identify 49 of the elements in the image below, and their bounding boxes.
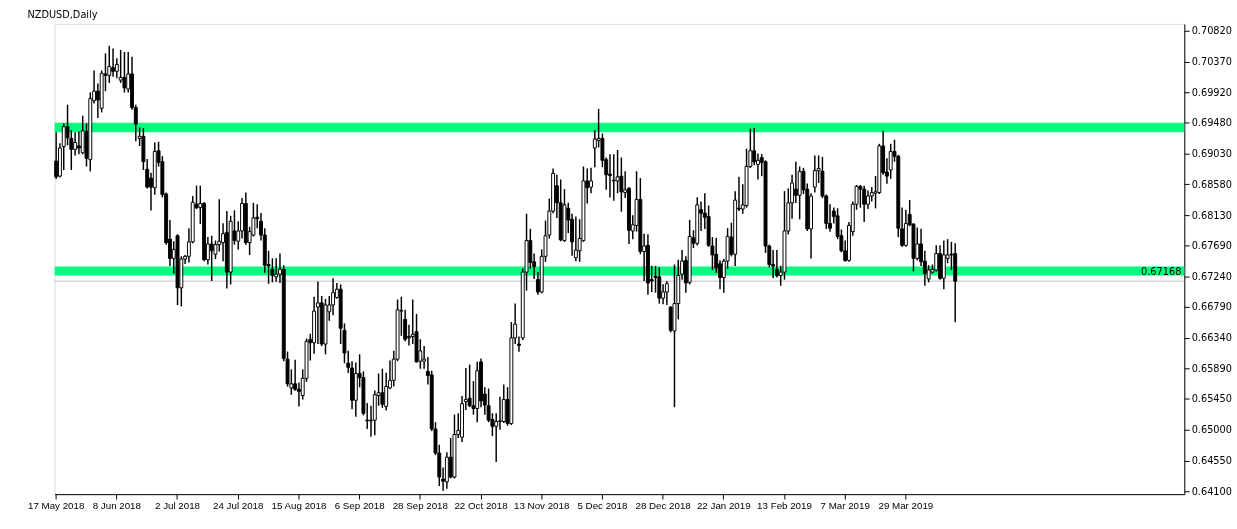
x-tick-label: 29 Mar 2019: [878, 500, 934, 512]
candlestick: [122, 52, 127, 93]
y-tick-label: 0.69920: [1191, 86, 1232, 98]
x-tick-label: 8 Jun 2018: [92, 500, 141, 512]
candlestick: [573, 216, 578, 262]
y-tick-label: 0.64100: [1191, 485, 1232, 497]
candlestick: [812, 155, 817, 193]
candlestick: [384, 372, 389, 411]
y-tick-label: 0.66340: [1191, 332, 1232, 344]
y-tick-label: 0.69480: [1191, 117, 1232, 129]
x-tick-label: 17 May 2018: [27, 500, 85, 512]
candlestick: [274, 258, 279, 282]
y-tick-label: 0.64550: [1191, 454, 1232, 466]
y-tick-label: 0.70820: [1191, 25, 1232, 37]
x-tick-label: 5 Dec 2018: [577, 500, 628, 512]
x-tick-label: 13 Nov 2018: [514, 500, 570, 512]
y-tick-label: 0.65450: [1191, 393, 1232, 405]
candlestick: [664, 280, 669, 306]
x-tick-label: 28 Dec 2018: [635, 500, 691, 512]
x-tick-label: 2 Jul 2018: [155, 500, 201, 512]
x-tick-label: 15 Aug 2018: [271, 500, 327, 512]
y-tick-label: 0.66790: [1191, 301, 1232, 313]
candlestick: [76, 131, 81, 155]
x-tick-label: 6 Sep 2018: [334, 500, 385, 512]
x-tick-label: 24 Jul 2018: [213, 500, 264, 512]
y-tick-label: 0.68580: [1191, 178, 1232, 190]
candlestick: [111, 48, 115, 77]
candlestick: [915, 227, 920, 261]
candlestick: [793, 161, 798, 203]
candlestick: [73, 132, 78, 156]
x-tick-label: 22 Jan 2019: [696, 500, 751, 512]
x-tick-label: 22 Oct 2018: [454, 500, 508, 512]
x-tick-label: 7 Mar 2019: [820, 500, 870, 512]
candlestick: [608, 154, 612, 198]
candlestick: [589, 167, 593, 194]
y-tick-label: 0.70370: [1191, 56, 1232, 68]
chart-title: NZDUSD,Daily: [27, 9, 98, 21]
candlestick: [657, 267, 662, 304]
y-tick-label: 0.65890: [1191, 363, 1232, 375]
y-tick-label: 0.68130: [1191, 209, 1232, 221]
y-tick-label: 0.69030: [1191, 147, 1232, 159]
x-tick-label: 13 Feb 2019: [757, 500, 812, 512]
ref-line-label: 0.67168: [1141, 266, 1182, 278]
y-tick-label: 0.67240: [1191, 270, 1232, 282]
y-tick-label: 0.65000: [1191, 424, 1232, 436]
x-tick-label: 28 Sep 2018: [392, 500, 448, 512]
candlestick: [611, 154, 616, 201]
y-tick-label: 0.67690: [1191, 239, 1232, 251]
candlestick: [380, 368, 385, 408]
